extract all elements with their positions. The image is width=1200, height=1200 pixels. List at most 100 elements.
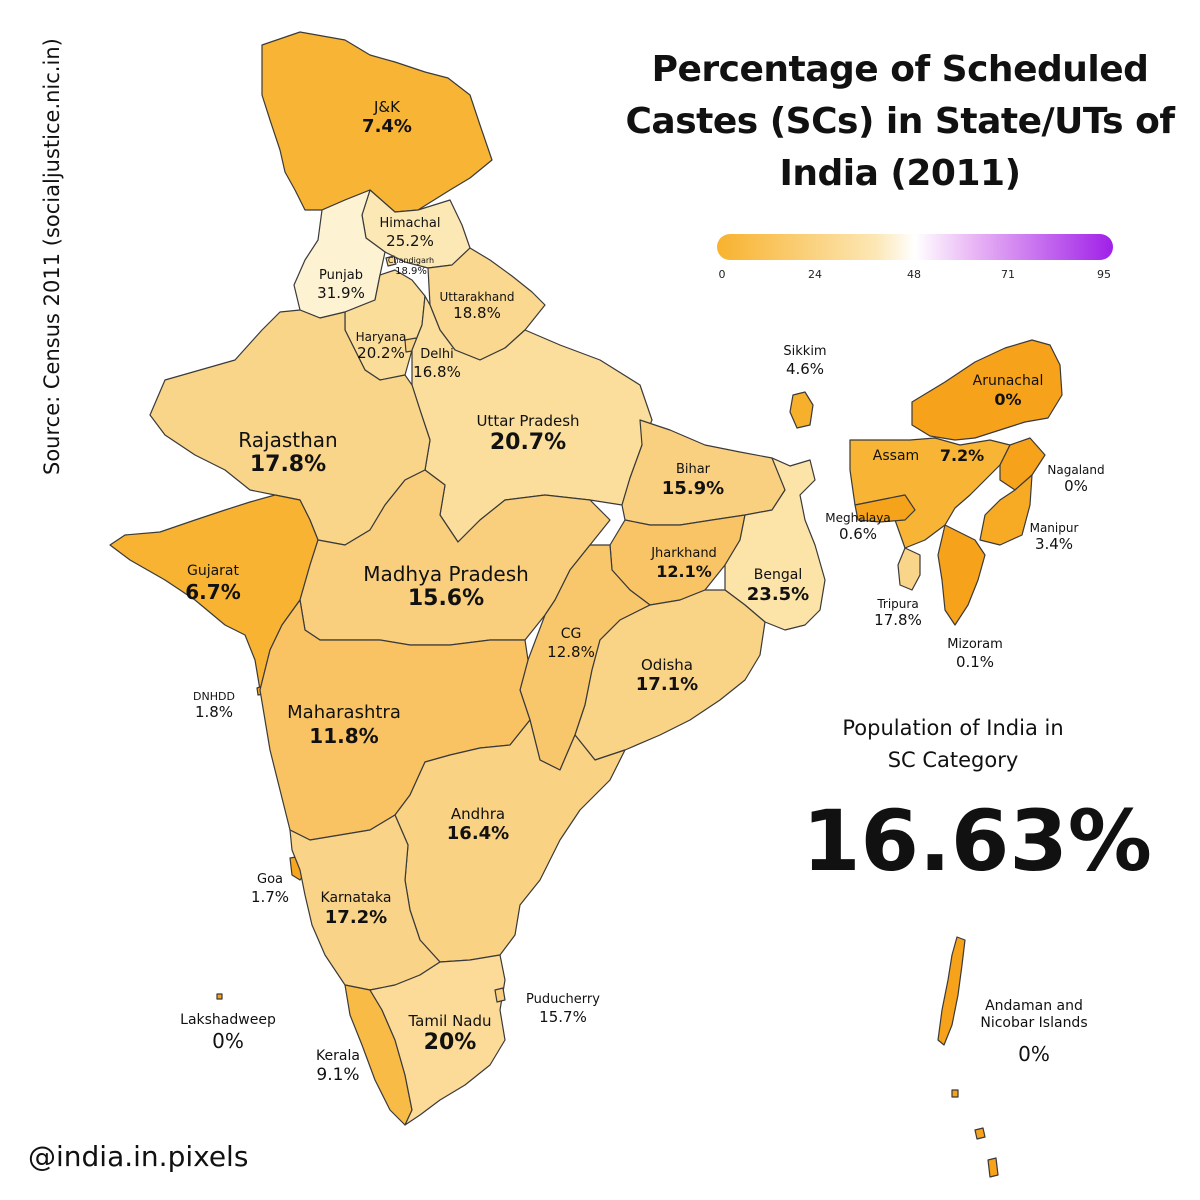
region-lakshadweep: [216, 993, 223, 1000]
title-line-1: Percentage of Scheduled: [651, 49, 1149, 90]
region-name: Meghalaya: [825, 511, 891, 525]
region-value: 0%: [1064, 477, 1088, 496]
region-name: Odisha: [640, 656, 694, 674]
region-andaman: [937, 936, 966, 1046]
region-value: 16.8%: [413, 362, 461, 381]
region-value: 18.9%: [395, 265, 427, 277]
region-value: 12.8%: [547, 642, 595, 661]
region-name: Manipur: [1029, 521, 1079, 535]
region-name: Goa: [256, 872, 283, 887]
page-title: Percentage of Scheduled Castes (SCs) in …: [600, 44, 1200, 200]
region-value: 3.4%: [1034, 535, 1074, 554]
label-jk: J&K 7.4%: [362, 98, 412, 138]
label-odisha: Odisha 17.1%: [636, 656, 698, 696]
label-cg: CG 12.8%: [547, 626, 595, 661]
region-name: Mizoram: [947, 637, 1003, 652]
region-name: Andhra: [450, 805, 506, 823]
region-value: 17.8%: [874, 611, 922, 630]
title-line-2: Castes (SCs) in State/UTs of: [625, 101, 1175, 142]
label-chandigarh: Chandigarh 18.9%: [388, 256, 434, 278]
label-mizoram: Mizoram 0.1%: [947, 637, 1003, 671]
label-tripura: Tripura 17.8%: [874, 597, 922, 629]
region-name: CG: [560, 626, 582, 642]
region-value: 16.4%: [446, 823, 510, 844]
legend-tick: 48: [907, 268, 921, 281]
region-name: Punjab: [319, 268, 363, 283]
label-goa: Goa 1.7%: [251, 872, 289, 906]
region-name: Tamil Nadu: [408, 1012, 492, 1030]
source-credit: Source: Census 2011 (socialjustice.nic.i…: [40, 38, 64, 475]
region-tamil-nadu: [369, 954, 506, 1126]
region-name: Kerala: [316, 1048, 360, 1064]
region-value: 11.8%: [309, 723, 379, 748]
region-puducherry: [494, 987, 506, 1003]
region-name: Lakshadweep: [180, 1012, 276, 1028]
region-name-line2: Nicobar Islands: [980, 1014, 1088, 1031]
legend-tick: 24: [808, 268, 822, 281]
label-punjab: Punjab 31.9%: [317, 268, 365, 302]
label-lakshadweep: Lakshadweep 0%: [180, 1012, 276, 1053]
summary-caption-line2: SC Category: [887, 748, 1019, 772]
region-manipur: [979, 474, 1033, 546]
region-name: Bihar: [675, 462, 711, 477]
label-delhi: Delhi 16.8%: [413, 347, 461, 381]
region-value: 31.9%: [317, 283, 365, 302]
label-nagaland: Nagaland 0%: [1047, 463, 1104, 495]
region-name: Maharashtra: [287, 702, 401, 723]
region-name: Jharkhand: [651, 546, 717, 561]
region-value: 20%: [423, 1030, 477, 1055]
region-value: 25.2%: [386, 231, 434, 250]
label-tamil-nadu: Tamil Nadu 20%: [408, 1012, 491, 1056]
region-name: Puducherry: [526, 992, 600, 1007]
region-name: J&K: [374, 98, 400, 116]
label-assam-name: Assam: [873, 448, 919, 465]
label-rajasthan: Rajasthan 17.8%: [238, 428, 337, 478]
label-maharashtra: Maharashtra 11.8%: [287, 702, 401, 748]
label-jharkhand: Jharkhand 12.1%: [651, 546, 717, 581]
summary-caption-line1: Population of India in: [842, 716, 1064, 740]
label-uttarakhand: Uttarakhand 18.8%: [440, 290, 515, 322]
region-name: Haryana: [355, 330, 407, 344]
region-value: 0%: [1018, 1041, 1050, 1066]
region-value: 20.7%: [489, 430, 567, 455]
region-value: 20.2%: [357, 344, 405, 363]
label-madhya-pradesh: Madhya Pradesh 15.6%: [363, 562, 529, 612]
region-sikkim: [789, 391, 814, 429]
region-value: 12.1%: [656, 561, 712, 581]
label-dnhdd: DNHDD 1.8%: [193, 690, 235, 721]
region-name: Delhi: [420, 347, 454, 362]
label-assam-value: 7.2%: [940, 446, 984, 465]
label-uttar-pradesh: Uttar Pradesh 20.7%: [476, 412, 579, 456]
legend-tick: 71: [1001, 268, 1015, 281]
region-name: Sikkim: [783, 344, 827, 359]
region-value: 15.6%: [407, 586, 485, 611]
region-name: Himachal: [379, 216, 441, 231]
region-name: Karnataka: [320, 890, 392, 906]
legend-tick: 95: [1097, 268, 1111, 281]
summary-caption: Population of India in SC Category: [793, 712, 1113, 776]
region-name: Arunachal: [972, 373, 1044, 389]
region-odisha: [574, 589, 766, 761]
label-bihar: Bihar 15.9%: [662, 462, 724, 499]
label-arunachal: Arunachal 0%: [973, 373, 1044, 409]
region-bengal: [724, 457, 826, 631]
region-value: 0%: [994, 389, 1022, 409]
region-name: Chandigarh: [387, 256, 435, 265]
region-name: Rajasthan: [238, 428, 338, 452]
region-value: 7.2%: [939, 446, 985, 465]
region-value: 9.1%: [316, 1064, 360, 1085]
region-name: DNHDD: [193, 690, 235, 703]
region-value: 0.6%: [838, 525, 878, 544]
label-manipur: Manipur 3.4%: [1030, 521, 1079, 553]
author-handle: @india.in.pixels: [28, 1140, 249, 1173]
region-value: 17.1%: [635, 674, 699, 695]
region-name: Assam: [872, 448, 920, 464]
title-line-3: India (2011): [779, 153, 1021, 194]
region-value: 4.6%: [785, 359, 825, 378]
label-karnataka: Karnataka 17.2%: [321, 890, 392, 928]
label-andaman: Andaman and Nicobar Islands 0%: [980, 998, 1087, 1066]
label-gujarat: Gujarat 6.7%: [185, 563, 240, 604]
label-andhra: Andhra 16.4%: [447, 805, 509, 845]
